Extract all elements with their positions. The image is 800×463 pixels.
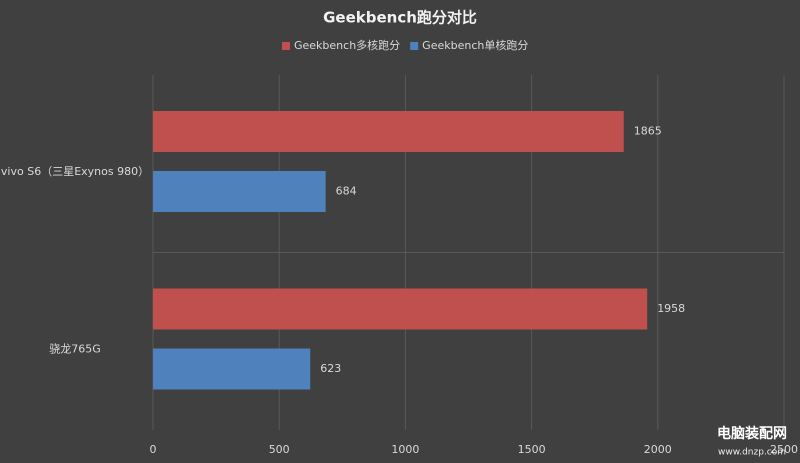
legend-label: Geekbench单核跑分 xyxy=(422,38,528,52)
x-tick-label: 2000 xyxy=(644,443,672,456)
chart-title: Geekbench跑分对比 xyxy=(323,9,477,27)
x-tick-label: 500 xyxy=(269,443,290,456)
data-label: 684 xyxy=(336,185,357,198)
bar xyxy=(153,348,311,390)
bar xyxy=(153,288,648,330)
y-tick-label: 骁龙765G xyxy=(49,341,101,355)
bar xyxy=(153,171,326,212)
y-tick-label: vivo S6（三星Exynos 980） xyxy=(1,165,149,178)
x-tick-label: 0 xyxy=(150,443,157,456)
data-label: 1958 xyxy=(657,302,685,315)
legend-swatch xyxy=(410,42,419,50)
bar xyxy=(153,111,624,152)
x-tick-label: 1000 xyxy=(391,443,419,456)
data-label: 623 xyxy=(320,362,341,375)
x-tick-label: 2500 xyxy=(770,443,798,456)
legend-label: Geekbench多核跑分 xyxy=(294,38,400,52)
x-tick-label: 1500 xyxy=(518,443,546,456)
legend-swatch xyxy=(282,42,290,50)
watermark-url: www.dnzp.com xyxy=(718,448,786,458)
data-label: 1865 xyxy=(634,125,662,138)
watermark-title: 电脑装配网 xyxy=(717,425,787,442)
